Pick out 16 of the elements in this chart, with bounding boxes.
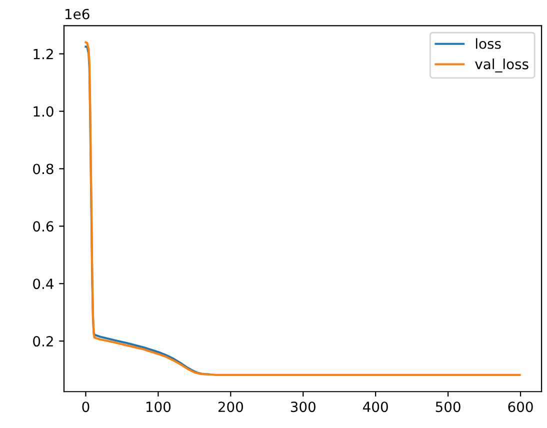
y-tick-label: 1.0 [34, 106, 54, 117]
x-tick-label: 300 [290, 402, 316, 412]
y-tick-label: 0.8 [33, 164, 54, 174]
x-tick-label: 200 [218, 402, 243, 412]
x-tick-label: 500 [436, 402, 460, 412]
x-tick-label: 0 [82, 402, 90, 412]
text: 1e6 [66, 8, 90, 20]
y-tick-label: 0.4 [33, 278, 54, 290]
x-tick-label: 400 [363, 402, 388, 412]
x-tick-label: 600 [508, 402, 533, 412]
legend-label: loss [476, 38, 501, 49]
y-tick-label: 0.2 [33, 336, 53, 347]
y-tick-label: 0.6 [33, 221, 54, 232]
x-tick-label: 100 [146, 402, 171, 412]
y-tick-label: 1.2 [34, 48, 53, 60]
legend-label: val_loss [475, 58, 528, 72]
